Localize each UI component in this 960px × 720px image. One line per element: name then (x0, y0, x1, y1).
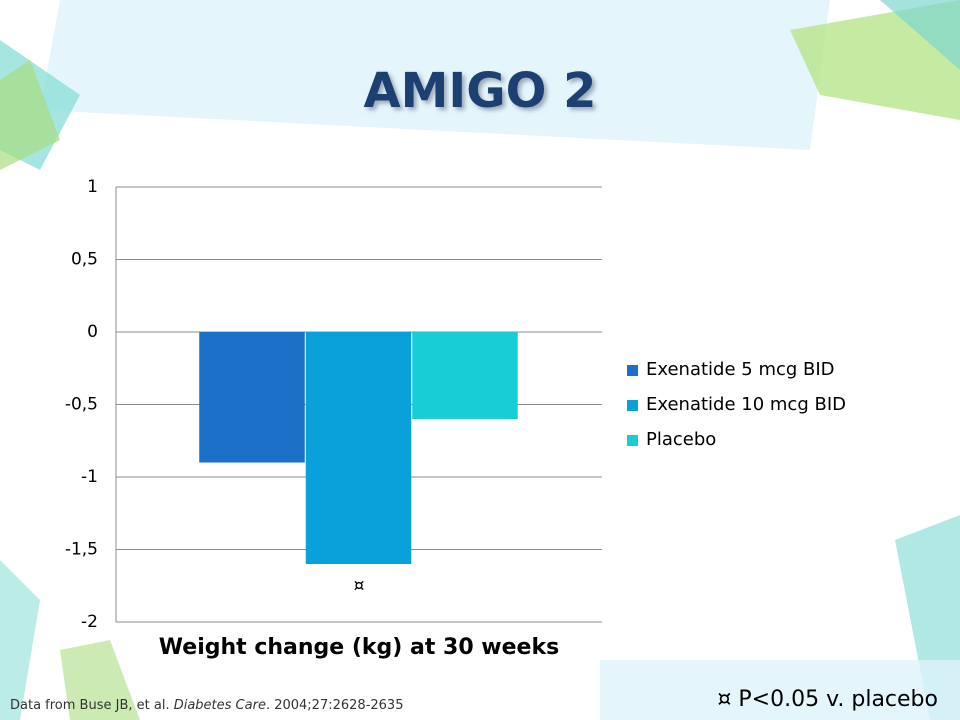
bar (412, 332, 518, 419)
legend-label: Exenatide 10 mcg BID (646, 394, 846, 415)
y-tick-label: -1,5 (65, 540, 98, 560)
y-tick-label: -0,5 (65, 395, 98, 415)
x-category-label: Weight change (kg) at 30 weeks (159, 635, 559, 660)
y-tick-label: 0 (87, 322, 98, 342)
decor (0, 560, 40, 720)
source-text: . 2004;27:2628-2635 (266, 698, 404, 713)
source: Data from Buse JB, et al. Diabetes Care.… (10, 698, 403, 713)
source-journal: Diabetes Care (174, 698, 266, 713)
legend-swatch (627, 400, 638, 411)
decor (60, 640, 140, 720)
legend-label: Placebo (646, 429, 716, 450)
legend-swatch (627, 365, 638, 376)
y-tick-label: 0,5 (71, 250, 98, 270)
y-tick-label: 1 (87, 177, 98, 197)
legend-label: Exenatide 5 mcg BID (646, 359, 835, 380)
footnote: ¤ P<0.05 v. placebo (717, 687, 938, 712)
decor (40, 0, 830, 150)
chart-title: AMIGO 2 (363, 63, 596, 119)
y-tick-label: -2 (81, 612, 98, 632)
legend-swatch (627, 435, 638, 446)
bar (199, 332, 305, 463)
y-tick-label: -1 (81, 467, 98, 487)
bar (305, 332, 412, 564)
decor (600, 660, 960, 720)
decor (0, 60, 60, 170)
decor (880, 0, 960, 70)
annotation: ¤ (354, 576, 365, 596)
source-text: Data from Buse JB, et al. (10, 698, 174, 713)
